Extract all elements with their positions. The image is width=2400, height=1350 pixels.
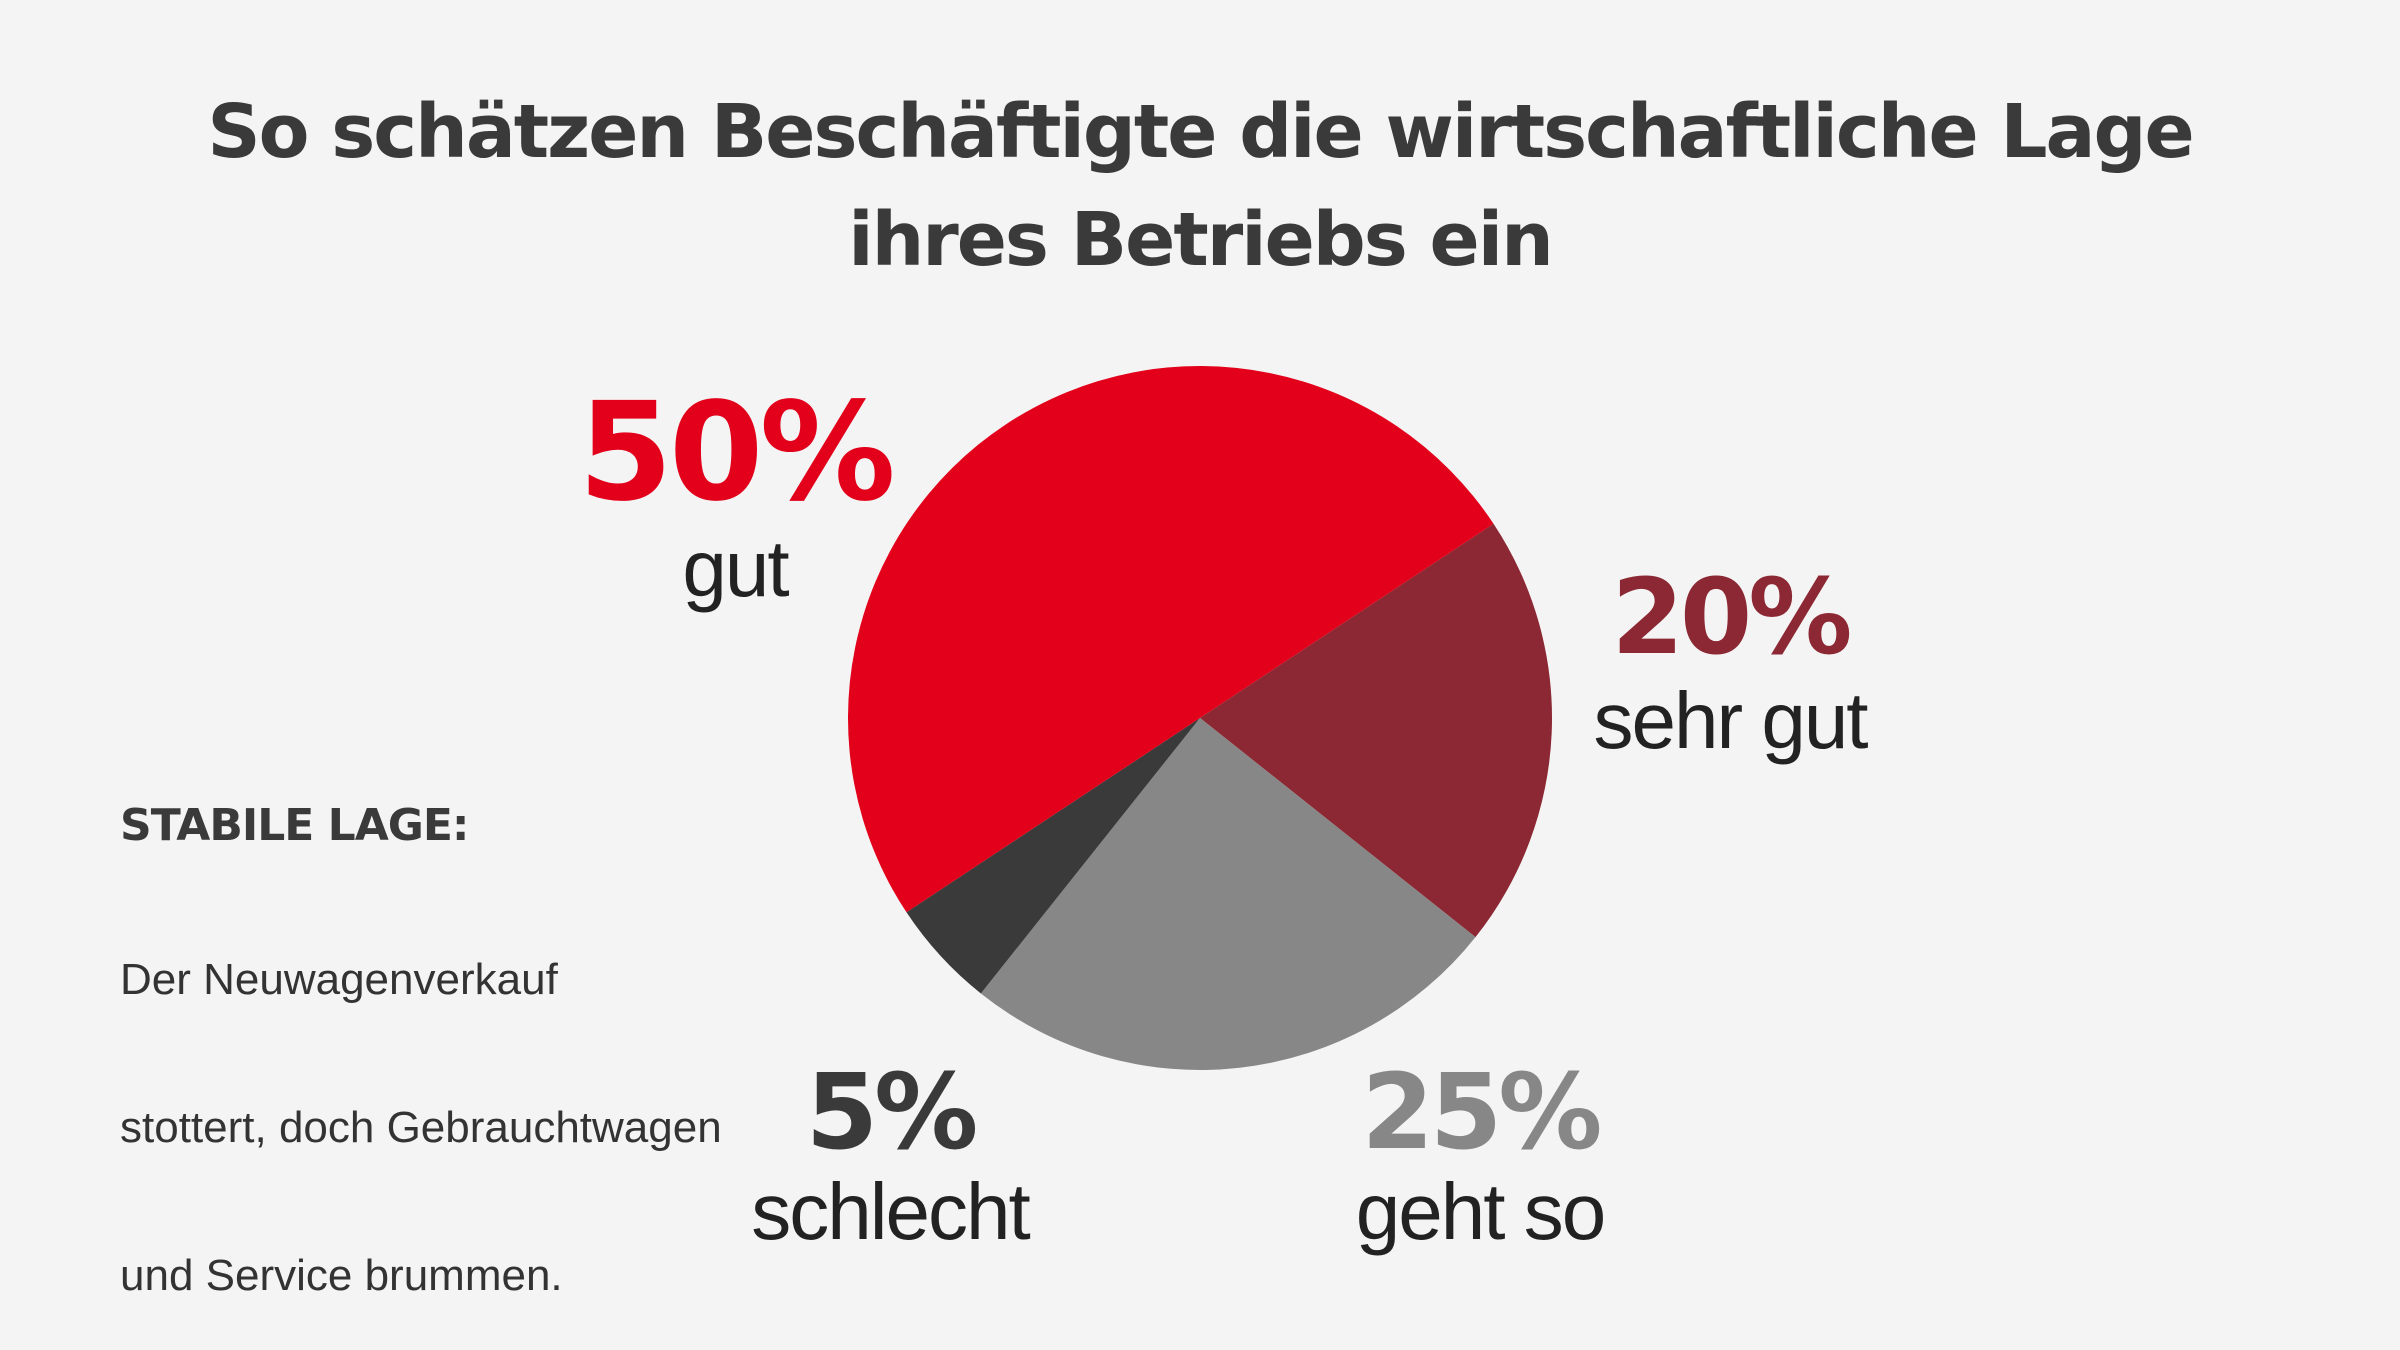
- slice-label-geht-so: 25% geht so: [1330, 1060, 1630, 1252]
- chart-title-line-2: ihres Betriebs ein: [848, 197, 1554, 283]
- annotation-heading: STABILE LAGE:: [120, 800, 470, 851]
- chart-title-line-1: So schätzen Beschäftigte die wirtschaftl…: [207, 89, 2194, 175]
- pie-slice-gut: [847, 365, 1494, 913]
- slice-label-sehr-gut: 20% sehr gut: [1570, 565, 1890, 761]
- slice-category-schlecht: schlecht: [751, 1167, 1030, 1256]
- slice-category-sehr-gut: sehr gut: [1593, 676, 1868, 765]
- pie-slices: [847, 365, 1553, 1071]
- slice-value-gut: 50%: [578, 374, 896, 532]
- pie-slice-schlecht: [906, 718, 1200, 994]
- annotation-line-1: Der Neuwagenverkauf: [120, 955, 558, 1004]
- pie-slice-geht-so: [980, 718, 1476, 1071]
- pie-slice-sehr-gut: [1200, 523, 1553, 938]
- annotation-line-3: und Service brummen.: [120, 1251, 563, 1300]
- slice-value-sehr-gut: 20%: [1611, 556, 1853, 678]
- annotation-line-2: stottert, doch Gebrauchtwagen: [120, 1103, 722, 1152]
- slice-category-geht-so: geht so: [1355, 1167, 1606, 1256]
- annotation-text: Der Neuwagenverkauf stottert, doch Gebra…: [120, 869, 760, 1350]
- annotation-box: STABILE LAGE: Der Neuwagenverkauf stotte…: [120, 800, 760, 1350]
- chart-title: So schätzen Beschäftigte die wirtschaftl…: [200, 78, 2200, 294]
- slice-label-schlecht: 5% schlecht: [740, 1060, 1040, 1252]
- slice-value-geht-so: 25%: [1361, 1051, 1603, 1173]
- slice-label-gut: 50% gut: [560, 385, 910, 609]
- slice-category-gut: gut: [682, 524, 789, 613]
- slice-value-schlecht: 5%: [805, 1051, 979, 1173]
